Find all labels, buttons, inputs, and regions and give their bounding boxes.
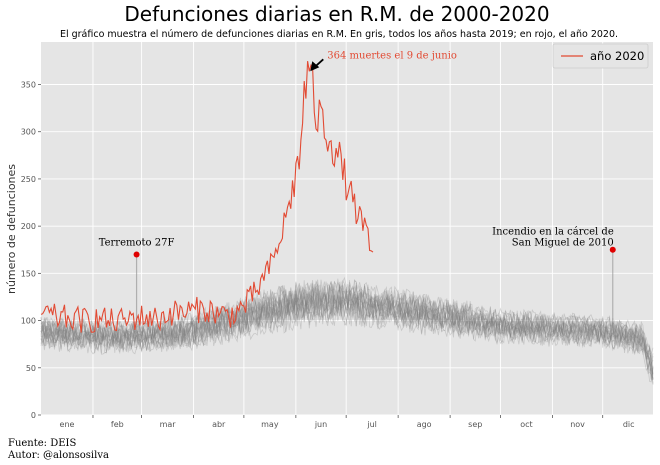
legend-box xyxy=(552,43,649,69)
x-tick-label: jul xyxy=(366,420,377,429)
y-tick-label: 250 xyxy=(21,175,36,184)
past-year-line xyxy=(40,282,654,362)
y-tick-label: 150 xyxy=(21,269,36,278)
x-tick-label: ago xyxy=(417,420,432,429)
past-year-line xyxy=(40,276,654,384)
x-tick-label: mar xyxy=(160,420,177,429)
legend: año 2020 xyxy=(552,43,649,69)
past-year-line xyxy=(40,283,654,380)
x-tick-label: oct xyxy=(520,420,532,429)
fire-annotation-line: Incendio en la cárcel de xyxy=(492,227,614,238)
past-year-line xyxy=(40,292,654,375)
past-year-line xyxy=(40,279,654,359)
past-year-line xyxy=(40,291,654,380)
event-marker xyxy=(609,246,616,253)
x-tick-label: ene xyxy=(60,420,75,429)
event-spikes xyxy=(135,249,614,326)
past-year-line xyxy=(40,293,654,375)
past-year-line xyxy=(40,280,654,375)
y-tick-label: 50 xyxy=(26,364,36,373)
axes: 0 50 100 150 200 250 300 350 ene feb mar abr may jun j… xyxy=(21,80,635,429)
y-tick-label: 300 xyxy=(21,128,36,137)
past-year-line xyxy=(40,288,654,367)
y-tick-label: 0 xyxy=(31,411,36,420)
x-tick-label: nov xyxy=(570,420,585,429)
past-year-line xyxy=(40,282,654,379)
past-year-line xyxy=(40,291,654,379)
peak-arrow-head xyxy=(310,61,320,72)
x-tick-label: may xyxy=(261,420,279,429)
past-year-line xyxy=(40,287,654,381)
fire-annotation-line: San Miguel de 2010 xyxy=(512,238,614,249)
past-year-line xyxy=(40,288,654,381)
earthquake-annotation: Terremoto 27F xyxy=(99,237,175,248)
annotations: 364 muertes el 9 de junio Terremoto 27F In… xyxy=(99,50,616,258)
plot-area xyxy=(41,42,653,415)
legend-label-2020: año 2020 xyxy=(590,49,644,63)
footer-author: Autor: @alonsosilva xyxy=(7,450,109,461)
y-tick-label: 100 xyxy=(21,317,36,326)
y-axis-label: número de defunciones xyxy=(5,164,18,294)
x-tick-label: sep xyxy=(468,420,482,429)
event-marker xyxy=(133,251,140,258)
footer-source: Fuente: DEIS xyxy=(8,438,76,449)
x-tick-label: abr xyxy=(212,420,226,429)
past-year-line xyxy=(40,287,654,379)
past-year-line xyxy=(40,296,654,376)
past-year-line xyxy=(40,294,654,383)
y-tick-label: 350 xyxy=(21,80,36,89)
x-tick-label: dic xyxy=(623,420,635,429)
past-year-line xyxy=(40,290,654,381)
past-year-line xyxy=(40,285,654,373)
chart-title: Defunciones diarias en R.M. de 2000-2020 xyxy=(124,2,549,26)
x-tick-label: jun xyxy=(314,420,327,429)
peak-annotation: 364 muertes el 9 de junio xyxy=(327,50,457,61)
series-2020-line xyxy=(40,61,374,333)
past-years-series xyxy=(40,276,654,385)
past-year-line xyxy=(40,282,654,385)
fire-annotation: Incendio en la cárcel de San Miguel de 20… xyxy=(492,227,614,249)
x-tick-label: feb xyxy=(111,420,124,429)
series-2020 xyxy=(40,61,374,333)
y-tick-label: 200 xyxy=(21,222,36,231)
chart-subtitle: El gráfico muestra el número de defuncio… xyxy=(60,29,618,40)
